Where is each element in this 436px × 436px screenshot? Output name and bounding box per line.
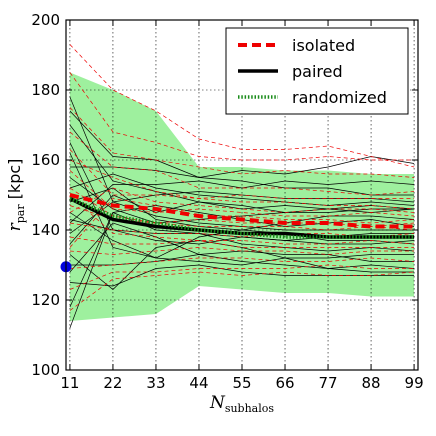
- paired-sample-line: [69, 240, 415, 290]
- paired-sample-line: [69, 166, 415, 196]
- legend-label-paired: paired: [292, 62, 343, 81]
- isolated-sample-line: [69, 44, 415, 168]
- isolated-sample-line: [69, 187, 415, 227]
- x-tick-label: 22: [103, 374, 122, 392]
- isolated-sample-line: [69, 257, 415, 269]
- y-axis-label: rpar [kpc]: [5, 159, 27, 232]
- isolated-sample-line: [69, 149, 415, 210]
- isolated-sample-line: [69, 271, 415, 311]
- y-tick-label: 100: [31, 361, 60, 379]
- paired-sample-line: [69, 110, 415, 178]
- series-isolated-line: [69, 193, 415, 229]
- legend: isolated paired randomized: [225, 27, 409, 115]
- legend-label-randomized: randomized: [292, 88, 387, 107]
- isolated-sample-line: [69, 264, 415, 290]
- y-tick-label: 160: [31, 151, 60, 169]
- x-tick-label: 88: [362, 374, 381, 392]
- x-tick-label: 11: [60, 374, 79, 392]
- legend-label-isolated: isolated: [292, 36, 355, 55]
- x-axis-label: Nsubhalos: [209, 393, 274, 415]
- isolated-sample-line: [69, 72, 415, 161]
- isolated-sample-line: [69, 236, 415, 245]
- isolated-sample-line: [69, 170, 415, 217]
- isolated-sample-line: [69, 194, 415, 248]
- y-tick-label: 140: [31, 221, 60, 239]
- x-tick-label: 99: [405, 374, 424, 392]
- paired-sample-line: [69, 187, 415, 231]
- y-tick-label: 180: [31, 81, 60, 99]
- x-tick-label: 33: [146, 374, 165, 392]
- paired-sample-line: [69, 124, 415, 213]
- paired-sample-line: [69, 173, 415, 206]
- isolated-sample-line: [69, 131, 415, 196]
- isolated-sample-line: [69, 159, 415, 199]
- x-tick-label: 55: [232, 374, 251, 392]
- series-randomized-line: [69, 196, 415, 239]
- isolated-sample-line: [69, 247, 415, 255]
- x-tick-label: 77: [318, 374, 337, 392]
- y-tick-label: 120: [31, 291, 60, 309]
- isolated-sample-line: [69, 187, 415, 213]
- x-tick-label: 44: [189, 374, 208, 392]
- isolated-sample-line: [69, 107, 415, 178]
- x-tick-label: 66: [275, 374, 294, 392]
- y-tick-label: 200: [31, 11, 60, 29]
- paired-sample-line: [69, 152, 415, 266]
- isolated-sample-line: [69, 198, 415, 248]
